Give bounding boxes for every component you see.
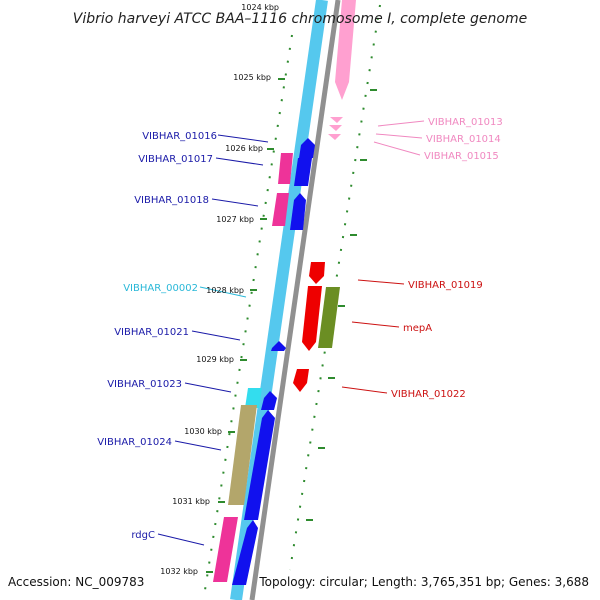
kbp-label: 1026 kbp bbox=[225, 144, 263, 153]
gene-pink-01012 bbox=[335, 0, 356, 100]
gene-olive-01024 bbox=[228, 405, 257, 505]
gene-pink-01014 bbox=[329, 125, 342, 131]
gene-blue-01017 bbox=[294, 158, 312, 186]
gene-label-rdgc: rdgC bbox=[131, 530, 155, 541]
kbp-label: 1029 kbp bbox=[196, 355, 234, 364]
gene-red-01019 bbox=[309, 262, 325, 284]
kbp-labels: 1024 kbp 1025 kbp 1026 kbp 1027 kbp 1028… bbox=[160, 3, 279, 576]
gene-cyan-00002 bbox=[245, 388, 262, 408]
gene-red-mepA bbox=[302, 286, 322, 351]
gene-pink-rdgC bbox=[213, 517, 238, 582]
gene-label-vibhar-01016: VIBHAR_01016 bbox=[142, 131, 217, 142]
kbp-label: 1028 kbp bbox=[206, 286, 244, 295]
kbp-label: 1032 kbp bbox=[160, 567, 198, 576]
gene-blue-01016 bbox=[299, 138, 315, 158]
gene-label-vibhar-01013: VIBHAR_01013 bbox=[428, 117, 503, 128]
forward-genes bbox=[213, 138, 315, 585]
gene-label-vibhar-01018: VIBHAR_01018 bbox=[134, 195, 209, 206]
kbp-label: 1027 kbp bbox=[216, 215, 254, 224]
gene-label-vibhar-01022: VIBHAR_01022 bbox=[391, 389, 466, 400]
gene-blue-01018 bbox=[290, 193, 306, 230]
gene-blue-rdgC bbox=[232, 520, 258, 585]
gene-label-vibhar-01017: VIBHAR_01017 bbox=[138, 154, 213, 165]
gene-pink-01017 bbox=[278, 153, 293, 184]
kbp-label: 1030 kbp bbox=[184, 427, 222, 436]
gene-pink-01015 bbox=[328, 134, 341, 140]
gene-pink-01013 bbox=[330, 117, 343, 123]
gene-blue-01021 bbox=[271, 341, 286, 351]
leader-lines bbox=[157, 120, 425, 546]
kbp-label: 1024 kbp bbox=[241, 3, 279, 12]
map-title: Vibrio harveyi ATCC BAA–1116 chromosome … bbox=[73, 11, 527, 27]
kbp-label: 1031 kbp bbox=[172, 497, 210, 506]
gene-label-vibhar-01014: VIBHAR_01014 bbox=[426, 134, 501, 145]
topology-text: Topology: circular; Length: 3,765,351 bp… bbox=[258, 575, 589, 589]
gene-label-vibhar-01015: VIBHAR_01015 bbox=[424, 151, 499, 162]
gene-blue-01023 bbox=[261, 391, 277, 410]
gene-green-mepA bbox=[318, 287, 340, 348]
gene-red-01022 bbox=[293, 369, 309, 392]
inner-tick-track bbox=[204, 34, 293, 591]
gene-label-mepa: mepA bbox=[403, 323, 432, 334]
gene-pink-01018 bbox=[272, 193, 289, 226]
gene-label-vibhar-00002: VIBHAR_00002 bbox=[123, 283, 198, 294]
gene-label-vibhar-01019: VIBHAR_01019 bbox=[408, 280, 483, 291]
accession-text: Accession: NC_009783 bbox=[8, 575, 144, 589]
major-ticks bbox=[206, 78, 377, 573]
gene-labels: VIBHAR_01016 VIBHAR_01017 VIBHAR_01018 V… bbox=[97, 117, 503, 541]
reverse-genes bbox=[293, 0, 356, 392]
gene-label-vibhar-01024: VIBHAR_01024 bbox=[97, 437, 172, 448]
kbp-label: 1025 kbp bbox=[233, 73, 271, 82]
backbone-line bbox=[249, 0, 341, 600]
gene-blue-01024 bbox=[244, 410, 275, 520]
gene-label-vibhar-01021: VIBHAR_01021 bbox=[114, 327, 189, 338]
gene-label-vibhar-01023: VIBHAR_01023 bbox=[107, 379, 182, 390]
